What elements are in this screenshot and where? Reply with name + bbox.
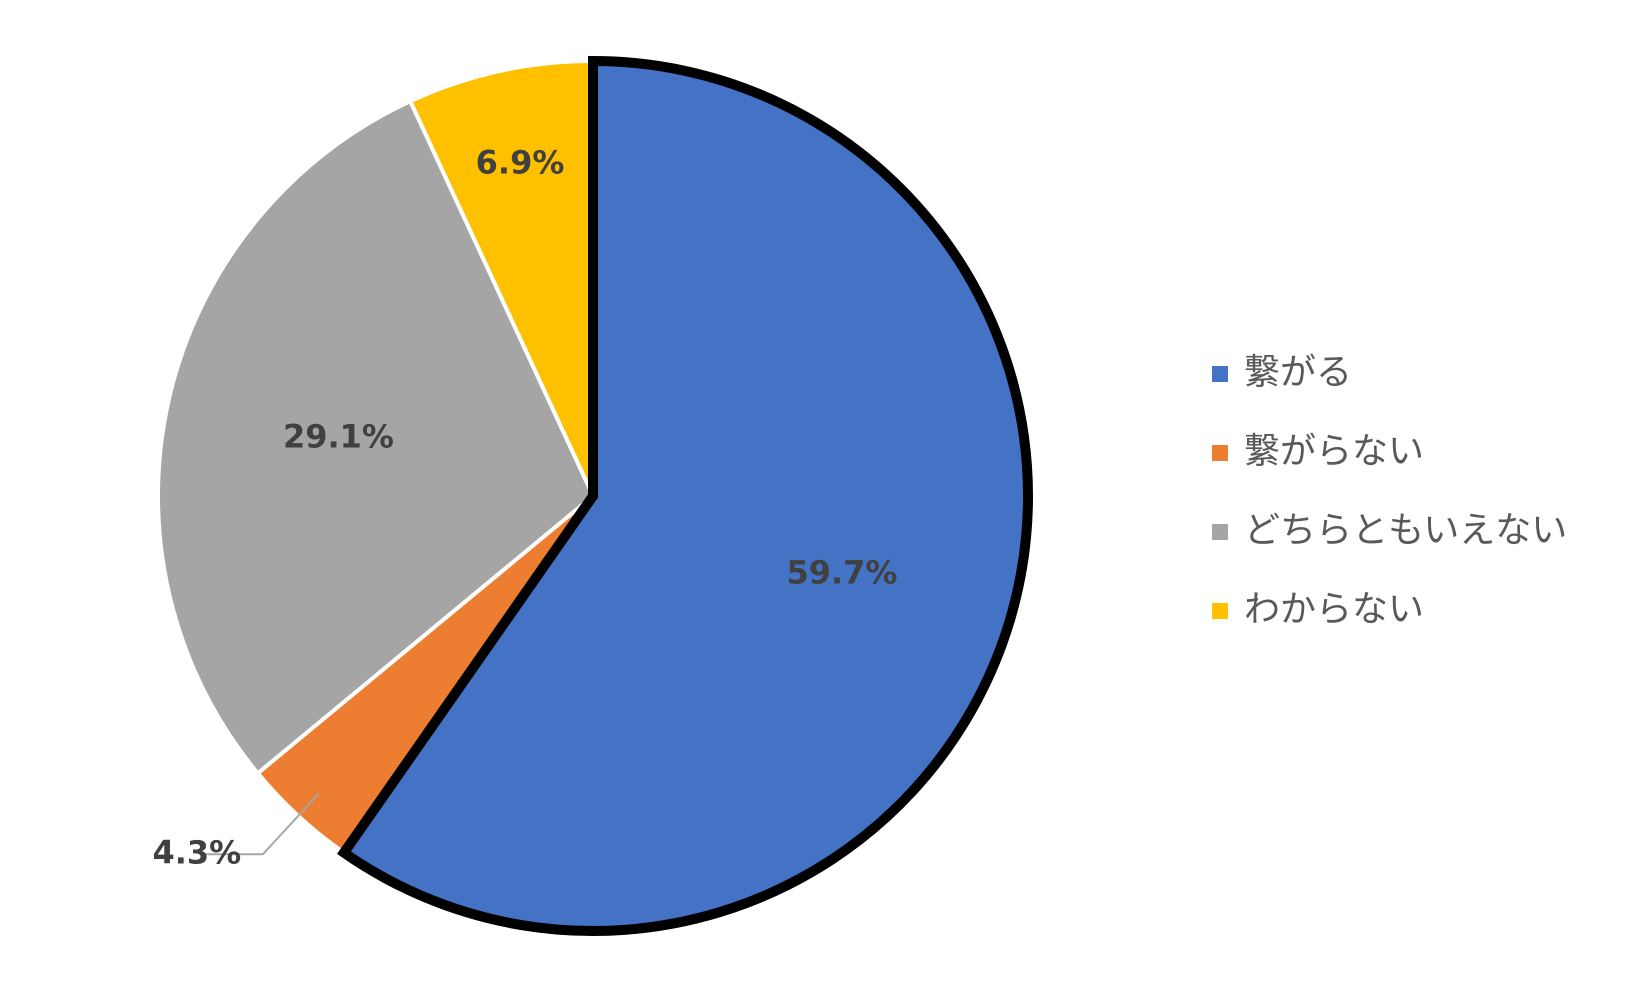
pie-slice	[407, 58, 595, 497]
data-label: 6.9%	[476, 144, 565, 182]
legend-swatch	[1212, 366, 1228, 382]
legend-label: どちらともいえない	[1244, 510, 1567, 551]
legend-label: 繋がる	[1244, 352, 1352, 393]
legend-swatch	[1212, 524, 1228, 540]
pie-slice	[156, 98, 596, 777]
legend-swatch	[1212, 603, 1228, 619]
legend-label: わからない	[1244, 589, 1424, 630]
legend-swatch	[1212, 445, 1228, 461]
legend-label: 繋がらない	[1244, 431, 1424, 472]
leader-line	[202, 792, 320, 856]
data-label: 29.1%	[283, 417, 394, 455]
pie-slice	[337, 55, 1033, 936]
data-label: 4.3%	[152, 833, 241, 871]
data-label: 59.7%	[786, 553, 897, 591]
